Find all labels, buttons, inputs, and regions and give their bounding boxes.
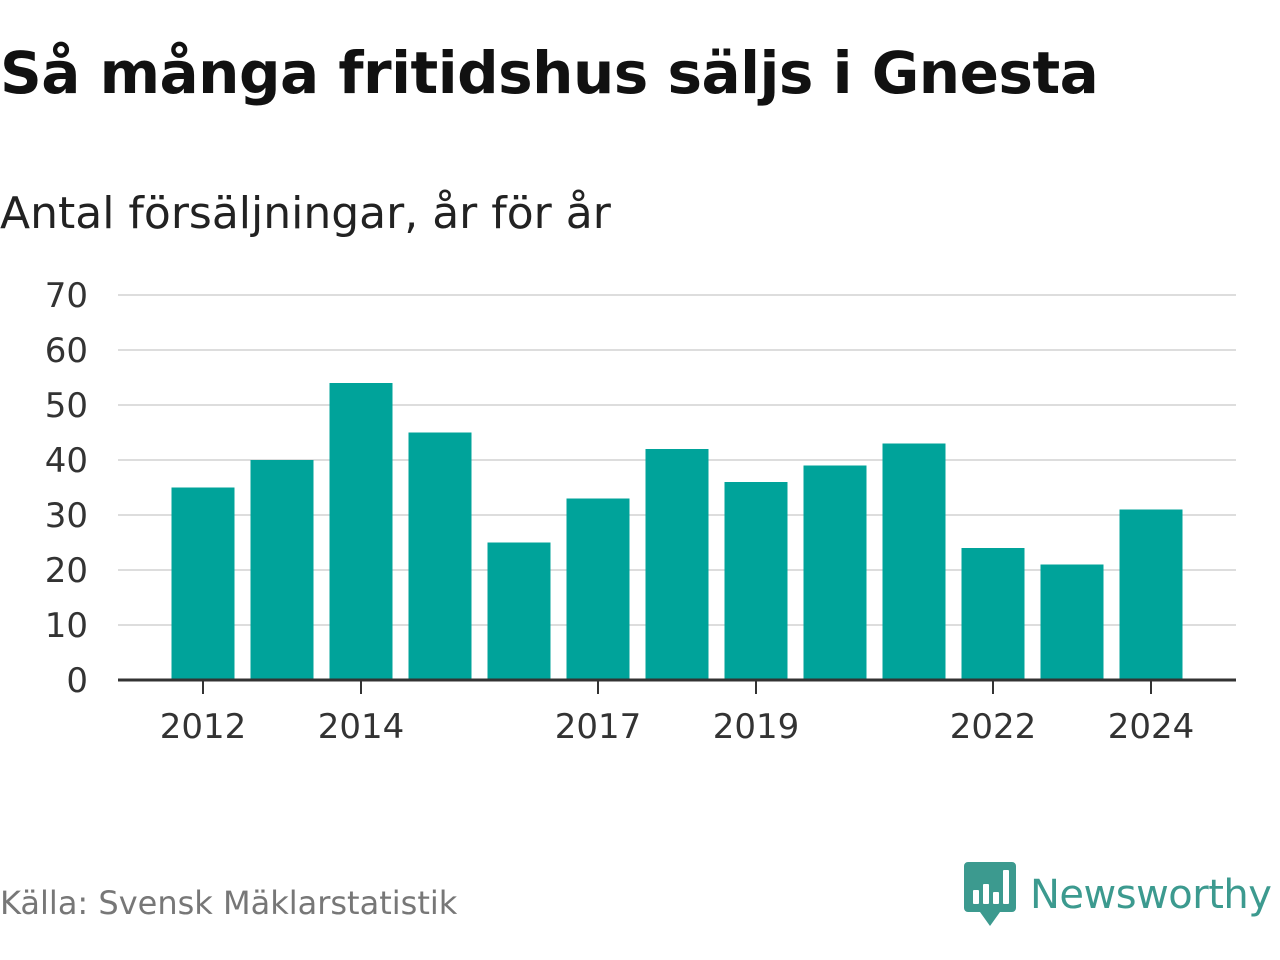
y-tick-label: 60 — [45, 331, 88, 371]
y-tick-label: 10 — [45, 606, 88, 646]
x-tick-label: 2014 — [318, 707, 405, 747]
newsworthy-logo: Newsworthy — [964, 862, 1272, 928]
x-tick-label: 2012 — [160, 707, 247, 747]
bar-2013 — [250, 460, 314, 680]
x-tick-label: 2022 — [950, 707, 1037, 747]
bar-chart: 0 10 20 30 40 50 60 70 2012 2014 2017 2019 2022 2024 — [45, 276, 1236, 747]
x-tick-label: 2019 — [713, 707, 800, 747]
brand-name: Newsworthy — [1030, 872, 1272, 918]
bar-2012 — [171, 487, 235, 680]
bar-2017 — [566, 498, 630, 680]
newsworthy-logo-icon — [964, 862, 1016, 926]
axes — [118, 678, 1236, 694]
y-tick-label: 70 — [45, 276, 88, 316]
bar-2018 — [645, 449, 709, 680]
y-tick-label: 20 — [45, 551, 88, 591]
source-note: Källa: Svensk Mäklarstatistik — [0, 884, 458, 922]
y-tick-label: 30 — [45, 496, 88, 536]
y-tick-label: 50 — [45, 386, 88, 426]
y-tick-label: 40 — [45, 441, 88, 481]
x-tick-label: 2024 — [1108, 707, 1195, 747]
bar-2020 — [803, 465, 867, 680]
chart-title: Så många fritidshus säljs i Gnesta — [0, 39, 1099, 107]
tick-labels: 0 10 20 30 40 50 60 70 2012 2014 2017 2019 2022 2024 — [45, 276, 1195, 747]
x-tick-label: 2017 — [555, 707, 642, 747]
bar-2021 — [882, 443, 946, 680]
bar-2019 — [724, 482, 788, 680]
bar-2016 — [487, 542, 551, 680]
bar-2023 — [1040, 564, 1104, 680]
bar-2024 — [1119, 509, 1183, 680]
bar-2014 — [329, 383, 393, 680]
y-tick-label: 0 — [66, 661, 88, 701]
bar-2015 — [408, 432, 472, 680]
chart-subtitle: Antal försäljningar, år för år — [0, 188, 611, 239]
bar-2022 — [961, 548, 1025, 680]
bars — [171, 383, 1183, 680]
